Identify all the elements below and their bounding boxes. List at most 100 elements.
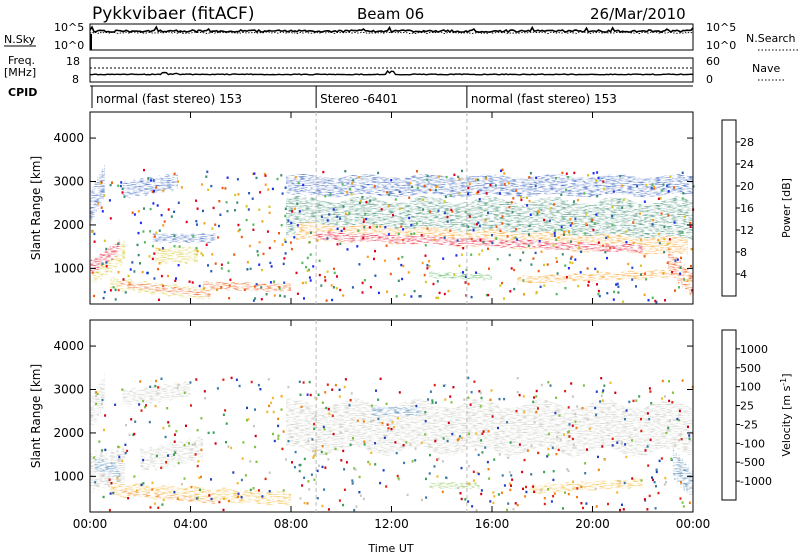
power-scatter-dot	[361, 291, 364, 294]
power-scatter-dot	[625, 230, 628, 233]
vel-scatter-dot	[555, 396, 558, 399]
power-scatter-dot	[268, 246, 271, 250]
power-scatter-dot	[206, 170, 209, 173]
power-scatter-dot	[690, 265, 692, 268]
power-scatter-dot	[343, 227, 346, 230]
vel-scatter-dot	[109, 492, 112, 495]
power-scatter-dot	[105, 265, 108, 268]
vel-scatter-dot	[98, 440, 101, 443]
power-scatter-dot	[358, 176, 361, 179]
vel-scatter-dot	[640, 479, 643, 482]
colorbar-tick-label: 12	[740, 224, 754, 237]
power-scatter-dot	[229, 278, 232, 281]
colorbar: 1000 500 100 25 -25 -100 -500 -1000 Velocity [m …	[721, 329, 793, 501]
vel-scatter-dot	[648, 387, 651, 390]
vel-scatter-dot	[308, 488, 311, 491]
vel-scatter-dot	[514, 502, 517, 505]
power-scatter-dot	[684, 215, 686, 218]
power-scatter-dot	[627, 262, 630, 266]
power-scatter-dot	[407, 271, 410, 274]
vel-scatter-dot	[460, 436, 463, 439]
vel-scatter-dot	[363, 443, 366, 446]
vel-scatter-dot	[470, 391, 473, 394]
power-scatter-dot	[578, 246, 581, 249]
vel-scatter-dot	[298, 469, 301, 473]
power-scatter-dot	[259, 191, 262, 194]
power-scatter-dot	[295, 271, 298, 275]
power-scatter-dot	[255, 176, 258, 180]
vel-scatter-dot	[655, 468, 658, 471]
vel-scatter-dot	[533, 490, 536, 493]
vel-scatter-dot	[177, 383, 180, 386]
power-scatter-dot	[673, 221, 676, 224]
noise-strip	[89, 23, 694, 51]
vel-scatter-dot	[237, 492, 240, 495]
power-scatter-dot	[402, 264, 405, 268]
power-scatter-dot	[357, 229, 360, 232]
vel-scatter-dot	[387, 429, 389, 432]
vel-scatter-dot	[447, 421, 450, 425]
vel-scatter-dot	[441, 460, 444, 463]
vel-scatter-dot	[658, 459, 661, 463]
power-scatter-dot	[604, 251, 607, 254]
power-scatter-dot	[257, 254, 260, 257]
power-scatter-dot	[290, 221, 293, 225]
power-scatter-dot	[105, 247, 108, 251]
power-scatter-dot	[397, 257, 400, 260]
fine-scatter	[93, 376, 694, 512]
vel-scatter-dot	[358, 475, 361, 479]
power-scatter-dot	[362, 236, 365, 239]
vel-scatter-dot	[291, 461, 293, 464]
vel-scatter-dot	[368, 463, 371, 466]
power-scatter-dot	[131, 211, 134, 214]
power-scatter-dot	[615, 283, 618, 286]
power-end	[667, 247, 693, 297]
power-scatter-dot	[682, 192, 685, 195]
vel-scatter-dot	[316, 497, 319, 500]
vel-scatter-dot	[316, 469, 319, 473]
power-scatter-dot	[436, 185, 439, 188]
vel-scatter-dot	[571, 395, 574, 398]
power-scatter-dot	[397, 232, 400, 236]
power-scatter-dot	[596, 171, 599, 174]
vel-scatter-dot	[298, 380, 301, 383]
vel-scatter-dot	[355, 505, 358, 508]
power-scatter-dot	[449, 229, 452, 232]
power-scatter-dot	[373, 185, 376, 188]
power-scatter-dot	[247, 208, 250, 211]
power-scatter-dot	[435, 185, 437, 188]
vel-scatter-dot	[403, 461, 406, 465]
power-scatter-dot	[422, 208, 425, 211]
power-scatter-dot	[252, 299, 255, 302]
vel-scatter-dot	[303, 501, 306, 505]
colorbar-title-superscript: -1	[779, 378, 788, 386]
vel-scatter-dot	[552, 478, 555, 482]
vel-scatter-dot	[196, 464, 199, 468]
vel-scatter-dot	[425, 496, 428, 499]
vel-scatter-dot	[379, 377, 382, 380]
vel-scatter-dot	[571, 424, 574, 427]
vel-scatter-dot	[668, 419, 671, 422]
vel-scatter-dot	[406, 493, 409, 497]
power-scatter-dot	[283, 295, 286, 298]
vel-scatter-dot	[374, 463, 377, 466]
power-scatter-dot	[651, 183, 654, 186]
power-scatter-dot	[508, 206, 511, 209]
power-scatter-dot	[306, 256, 309, 260]
vel-scatter-dot	[225, 441, 227, 444]
colorbar-tick-label: 24	[740, 158, 754, 171]
vel-scatter-dot	[436, 458, 439, 461]
power-scatter-dot	[555, 238, 558, 241]
power-scatter-dot	[395, 295, 398, 298]
power-scatter-dot	[681, 197, 684, 200]
vel-scatter-dot	[471, 505, 474, 508]
vel-scatter-dot	[194, 453, 197, 456]
vel-scatter-dot	[249, 488, 252, 492]
vel-scatter-dot	[487, 430, 490, 433]
vel-scatter-dot	[127, 497, 130, 500]
vel-scatter-dot	[567, 492, 570, 496]
power-scatter-dot	[339, 288, 342, 292]
power-scatter-dot	[643, 293, 646, 296]
vel-scatter-dot	[444, 398, 447, 401]
vel-scatter-dot	[649, 390, 652, 393]
